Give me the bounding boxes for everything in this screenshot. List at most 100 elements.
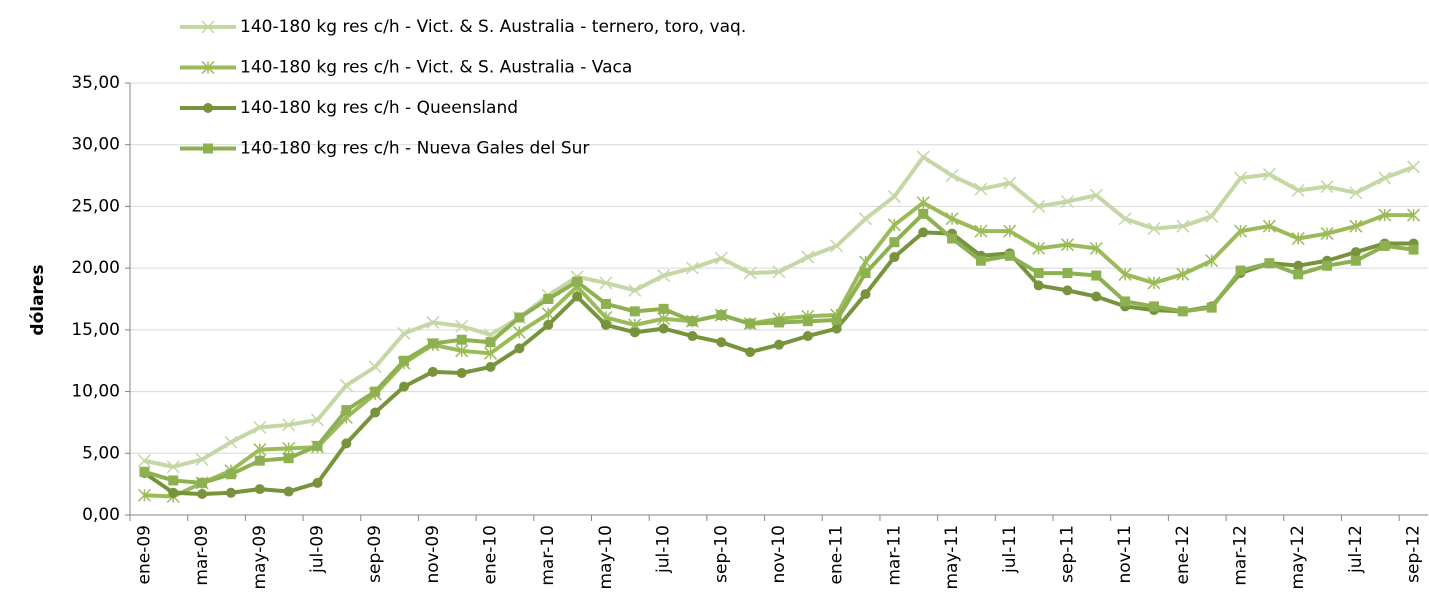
marker (945, 169, 959, 183)
marker (543, 319, 554, 330)
x-tick-label: mar-11 (884, 525, 904, 586)
y-axis-label: dólares (28, 264, 48, 335)
marker (1264, 258, 1275, 269)
legend-label: 140-180 kg res c/h - Vict. & S. Australi… (240, 17, 746, 37)
marker (572, 291, 583, 302)
marker (455, 319, 469, 333)
marker (1147, 276, 1161, 290)
marker (1089, 241, 1103, 255)
marker (484, 346, 498, 360)
marker (1293, 269, 1304, 280)
marker (745, 347, 756, 358)
marker (1060, 194, 1074, 209)
marker (1177, 306, 1188, 317)
marker (1262, 167, 1276, 181)
y-tick-label: 5,00 (82, 443, 120, 463)
marker (282, 418, 296, 432)
x-tick-label: jul-09 (307, 525, 327, 574)
marker (599, 276, 613, 290)
marker (168, 487, 179, 498)
marker (1033, 280, 1044, 291)
marker (1206, 302, 1217, 313)
marker (1233, 171, 1248, 185)
marker (541, 307, 555, 321)
x-tick-label: may-09 (250, 525, 270, 590)
marker (225, 487, 236, 498)
marker (168, 475, 179, 486)
marker (253, 420, 267, 434)
marker (572, 276, 583, 287)
legend-marker (201, 60, 215, 75)
marker (225, 469, 236, 480)
marker (600, 319, 611, 330)
marker (916, 150, 930, 164)
marker (312, 440, 323, 451)
legend-marker (201, 20, 215, 34)
marker (1033, 268, 1044, 279)
marker (1322, 260, 1333, 271)
marker (859, 212, 873, 226)
marker (370, 386, 381, 397)
x-tick-label: may-12 (1288, 525, 1308, 590)
marker (772, 265, 786, 279)
marker (1293, 260, 1304, 271)
marker (1032, 199, 1046, 213)
marker (1062, 268, 1073, 279)
x-tick-label: sep-09 (365, 525, 385, 583)
marker (716, 310, 727, 321)
marker (485, 361, 496, 372)
marker (830, 239, 844, 253)
series-line (144, 155, 1415, 469)
marker (282, 441, 296, 455)
x-tick-label: jul-12 (1346, 525, 1366, 574)
marker (774, 339, 784, 350)
marker (1407, 160, 1421, 174)
marker (1004, 250, 1015, 261)
marker (254, 484, 265, 495)
marker (714, 251, 728, 265)
marker (916, 196, 930, 210)
marker (860, 289, 871, 300)
marker (1378, 171, 1392, 185)
marker (745, 318, 756, 329)
marker (1060, 238, 1074, 252)
legend-label: 140-180 kg res c/h - Vict. & S. Australi… (240, 58, 632, 78)
marker (1407, 208, 1421, 222)
marker (802, 316, 813, 327)
marker (1378, 208, 1392, 222)
marker (253, 443, 267, 457)
x-tick-label: sep-11 (1057, 525, 1077, 583)
marker (341, 405, 352, 416)
marker (197, 477, 208, 488)
marker (224, 435, 238, 449)
x-tick-label: ene-10 (481, 525, 501, 584)
marker (1176, 219, 1190, 233)
marker (1320, 227, 1334, 241)
x-tick-label: mar-09 (192, 525, 212, 586)
marker (341, 438, 352, 449)
y-tick-label: 15,00 (71, 320, 120, 340)
marker (1291, 231, 1305, 246)
x-tick-label: nov-11 (1115, 525, 1135, 584)
y-tick-label: 25,00 (71, 196, 120, 216)
series (139, 208, 1419, 488)
marker (139, 466, 150, 477)
marker (685, 261, 699, 275)
marker (1176, 267, 1190, 281)
marker (1148, 301, 1159, 312)
marker (918, 227, 929, 238)
marker (1379, 240, 1390, 251)
marker (166, 460, 180, 474)
legend-marker (203, 103, 213, 113)
marker (918, 208, 929, 219)
marker (426, 315, 440, 329)
marker (831, 323, 842, 334)
marker (628, 283, 642, 297)
marker (687, 316, 698, 327)
marker (1291, 183, 1305, 197)
marker (657, 269, 671, 283)
marker (945, 212, 959, 226)
marker (974, 182, 988, 196)
y-tick-label: 20,00 (71, 258, 120, 278)
